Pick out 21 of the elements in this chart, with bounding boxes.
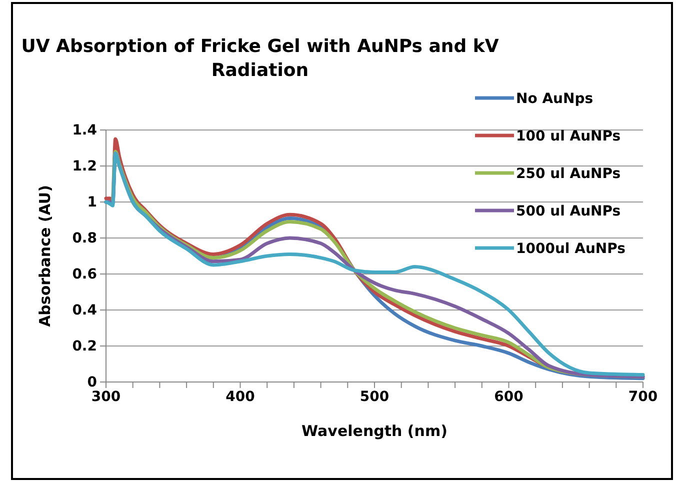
x-tick-label: 500	[360, 388, 390, 405]
legend-label: 500 ul AuNPs	[516, 203, 621, 220]
x-tick-label: 700	[628, 388, 658, 405]
x-tick-label: 600	[494, 388, 524, 405]
y-tick-label: 0	[87, 374, 98, 390]
x-tick-label: 300	[91, 388, 121, 405]
y-tick-label: 1	[87, 194, 97, 210]
y-tick-label: 0.8	[72, 230, 97, 246]
y-tick-label: 1.4	[72, 122, 98, 138]
y-tick-label: 0.6	[72, 266, 97, 282]
chart-title: UV Absorption of Fricke Gel with AuNPs and kV Radiation	[21, 36, 499, 81]
y-axis-title: Absorbance (AU)	[36, 185, 54, 327]
x-axis-title: Wavelength (nm)	[302, 422, 448, 440]
legend-label: 100 ul AuNPs	[516, 128, 621, 144]
legend-label: No AuNps	[516, 90, 594, 107]
legend-label: 250 ul AuNPs	[516, 166, 621, 182]
legend-label: 1000ul AuNPs	[516, 240, 626, 257]
x-tick-label: 400	[226, 388, 256, 405]
y-tick-label: 0.2	[72, 338, 97, 354]
y-tick-label: 1.2	[72, 158, 97, 174]
y-tick-label: 0.4	[72, 302, 98, 318]
